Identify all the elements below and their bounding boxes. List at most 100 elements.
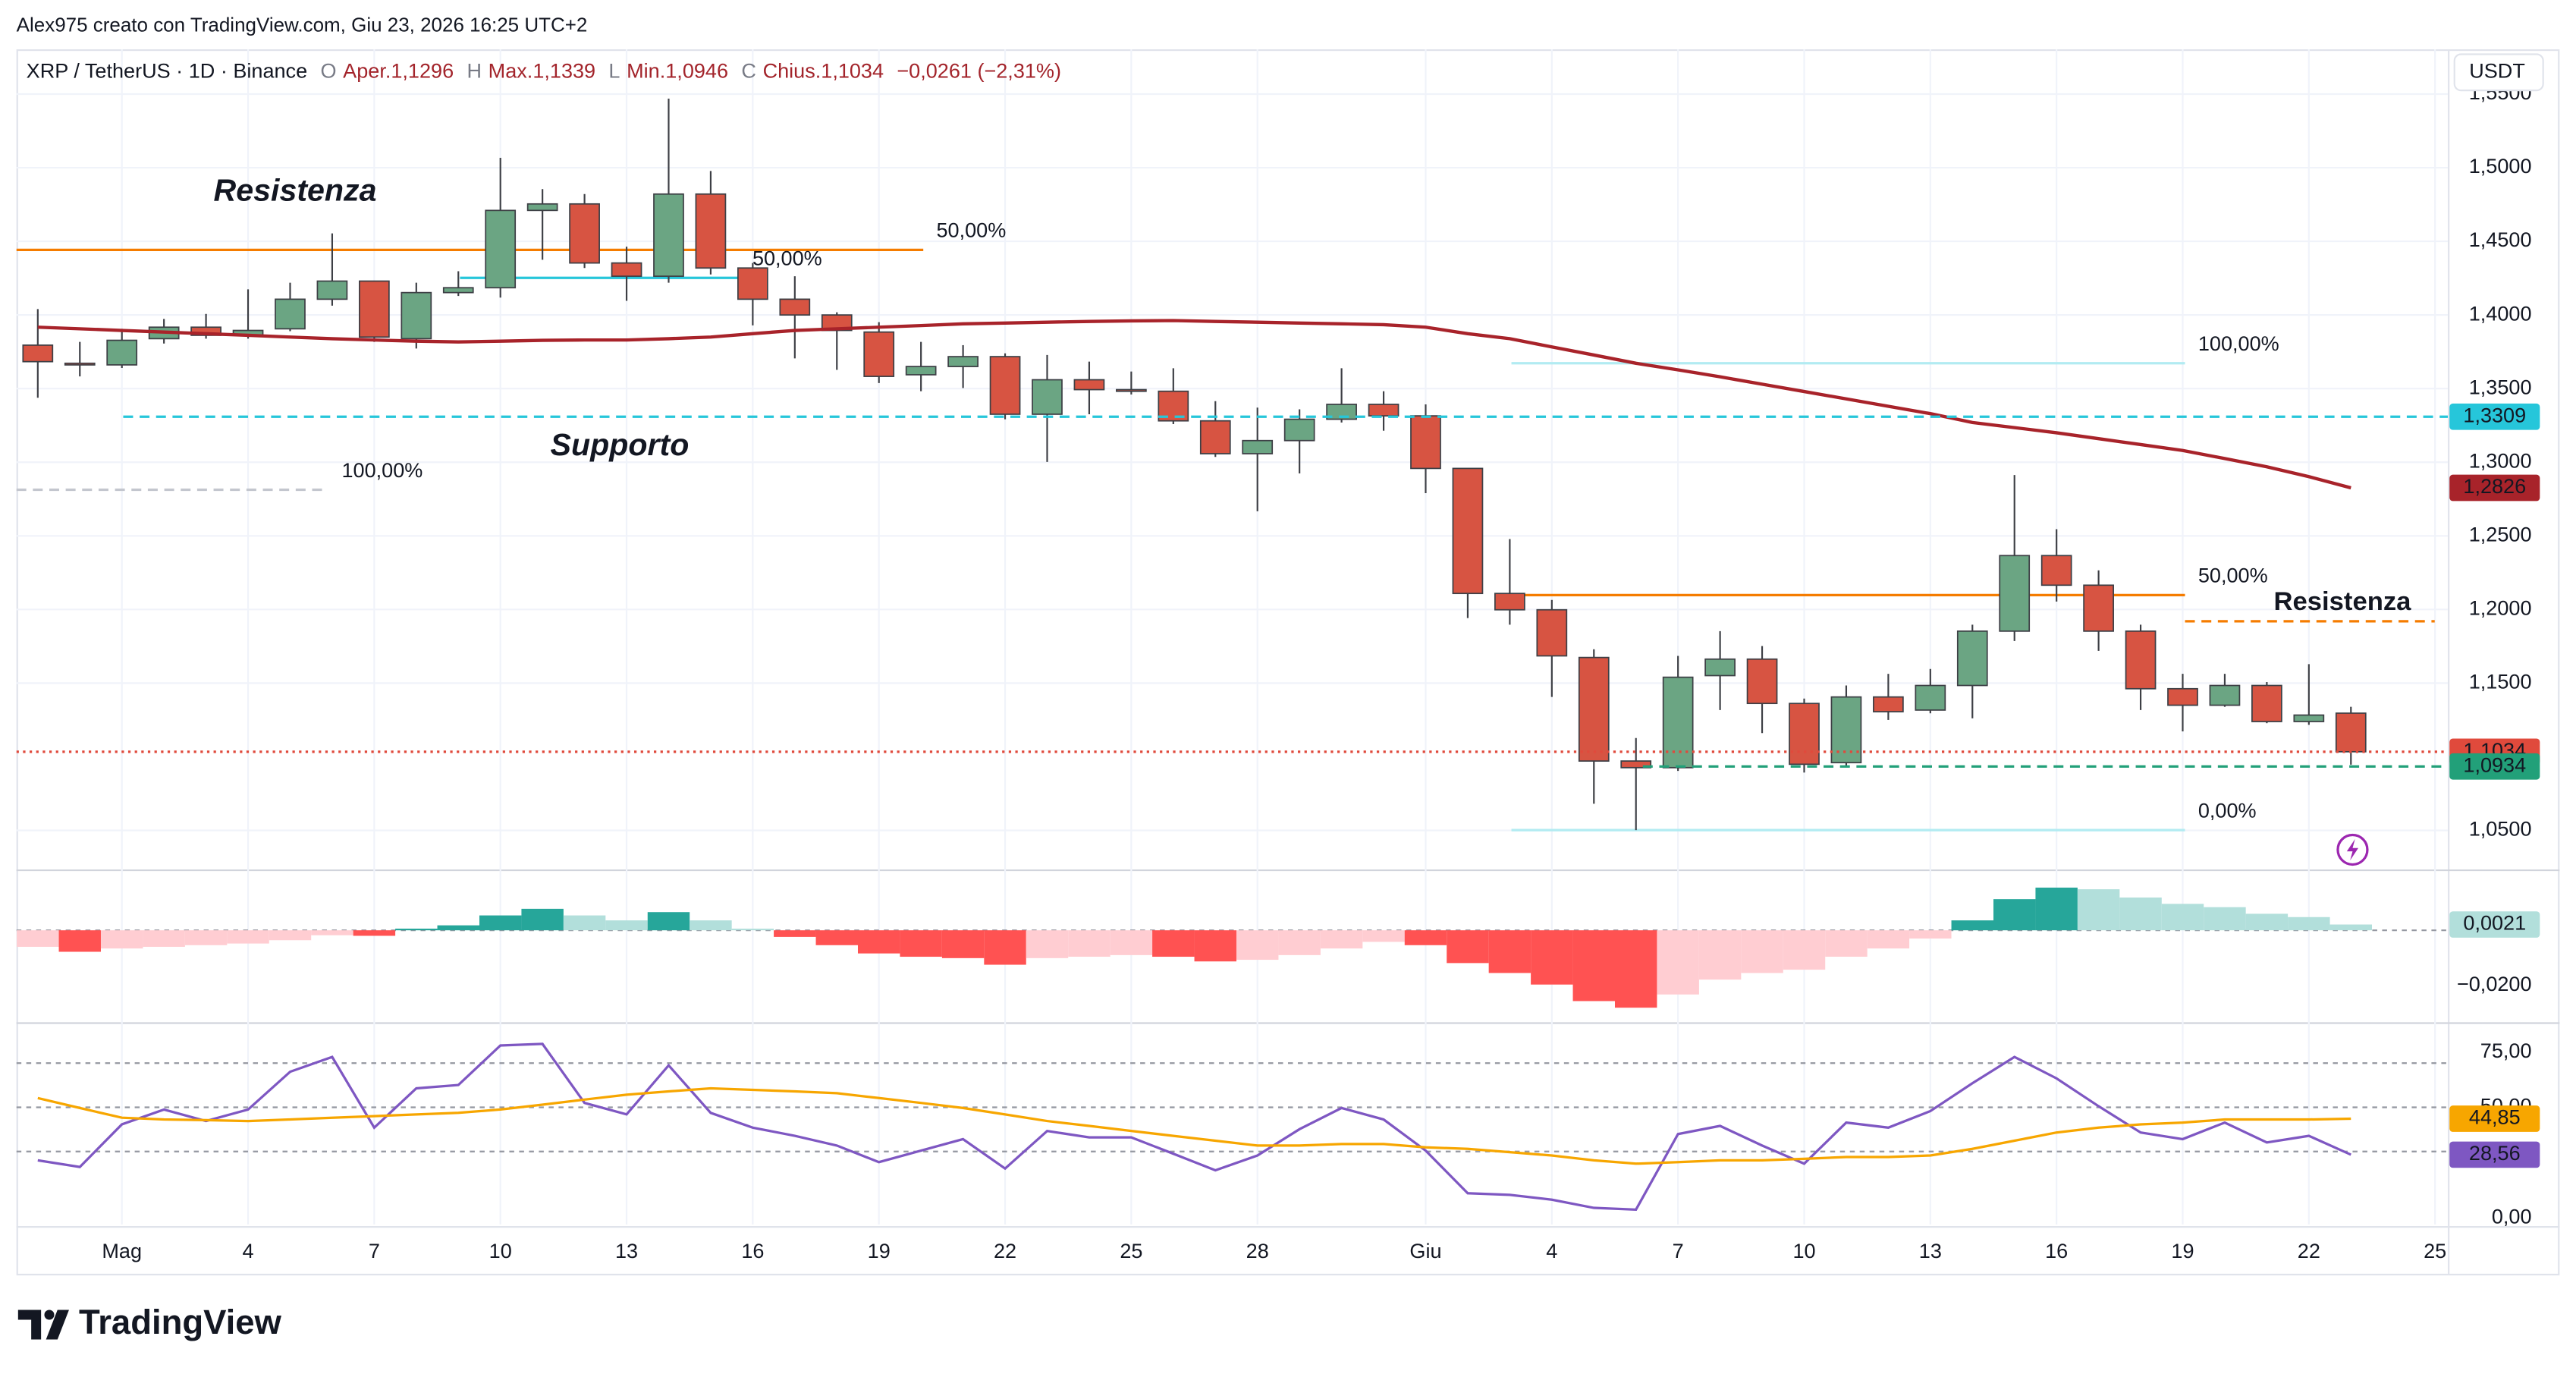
price-mark-label: 28,56	[2469, 1141, 2521, 1165]
candle-body	[22, 344, 54, 363]
logo-mark	[44, 1310, 55, 1320]
histogram-bar	[437, 925, 479, 931]
candle-body	[1032, 379, 1063, 415]
annotation: Resistenza	[214, 172, 377, 207]
histogram-bar	[100, 930, 143, 949]
brand-logo	[17, 1310, 69, 1340]
x-tick-label: 13	[615, 1239, 638, 1262]
legend-value: Aper.1,1296	[343, 58, 454, 82]
histogram-bar	[815, 930, 858, 945]
legend-value: Max.1,1339	[488, 58, 595, 82]
candle-body	[526, 203, 558, 212]
candle-body	[275, 298, 306, 330]
y-tick-label: 1,4500	[2469, 228, 2532, 251]
legend-value: Chius.1,1034	[763, 58, 884, 82]
candle-body	[653, 193, 684, 277]
fib-label: 0,00%	[2198, 798, 2257, 822]
x-tick-label: Mag	[102, 1239, 142, 1262]
histogram-bar	[1993, 899, 2036, 931]
alert-icon[interactable]	[2336, 833, 2369, 866]
histogram-bar	[1320, 930, 1363, 949]
candle-body	[485, 209, 517, 289]
candle-body	[989, 356, 1021, 415]
histogram-bar	[1278, 930, 1321, 955]
candle-body	[359, 280, 390, 338]
candle-body	[947, 356, 979, 367]
y-tick-label: 1,4000	[2469, 301, 2532, 325]
grid-layer	[16, 49, 2449, 1225]
fib-label: 50,00%	[2198, 564, 2268, 587]
histogram-bar	[2161, 904, 2204, 931]
fib-label: 50,00%	[937, 219, 1007, 242]
histogram-bar	[2329, 924, 2373, 931]
fib-label: 100,00%	[341, 458, 423, 482]
y-tick-label: 1,3500	[2469, 375, 2532, 398]
histogram-bar	[984, 930, 1026, 965]
histogram-bar	[1194, 930, 1236, 962]
price-mark-label: 1,0934	[2463, 753, 2526, 776]
histogram-bar	[2119, 897, 2162, 931]
candle-body	[1116, 388, 1147, 392]
x-tick-label: 13	[1919, 1239, 1942, 1262]
annotation: Resistenza	[2273, 587, 2411, 616]
histogram-bar	[184, 930, 228, 945]
histogram-bar	[479, 915, 522, 931]
x-tick-label: 16	[2045, 1239, 2068, 1262]
candle-body	[569, 203, 600, 264]
candle-body	[1368, 404, 1400, 417]
histogram-bar	[731, 928, 774, 931]
candle-body	[1410, 415, 1441, 470]
candle-body	[1704, 658, 1736, 677]
x-tick-label: 22	[994, 1239, 1016, 1262]
histogram-bar	[1951, 920, 1994, 931]
alert-bolt	[2346, 838, 2359, 861]
y-tick-label: 1,5000	[2469, 154, 2532, 178]
currency-box[interactable]	[2453, 53, 2544, 92]
logo-mark	[46, 1310, 69, 1340]
fib-label: 50,00%	[752, 247, 822, 270]
x-tick-label: Giu	[1409, 1239, 1441, 1262]
x-tick-label: 25	[2424, 1239, 2446, 1262]
candle-body	[2251, 684, 2282, 722]
legend-key: H	[467, 58, 482, 82]
logo-mark	[17, 1310, 42, 1340]
y-tick-label: 1,1500	[2469, 670, 2532, 693]
histogram-bar	[1867, 930, 1910, 949]
histogram-bar	[227, 930, 269, 944]
x-tick-label: 16	[741, 1239, 764, 1262]
histogram-bar	[1698, 930, 1742, 980]
price-pane: 50,00% 50,00% 100,00% 100,00% 50,00% 0,00% Res…	[16, 99, 2449, 832]
currency-label[interactable]: USDT	[2469, 58, 2525, 82]
histogram-bar	[17, 930, 59, 947]
price-mark-box	[2449, 403, 2540, 430]
candle-body	[863, 331, 895, 377]
candle-body	[1662, 676, 1694, 769]
candle-body	[2125, 630, 2157, 690]
x-tick-label: 19	[868, 1239, 891, 1262]
histogram-bar	[143, 930, 185, 947]
candle-body	[1199, 420, 1231, 454]
candle-body	[1073, 379, 1105, 391]
candle-body	[1620, 760, 1652, 769]
histogram-bar	[1825, 930, 1868, 957]
candle-body	[1999, 555, 2031, 632]
histogram-bar	[1404, 930, 1447, 945]
histogram-bar	[1362, 930, 1405, 942]
legend-change: −0,0261 (−2,31%)	[897, 58, 1061, 82]
symbol-legend: XRP / TetherUS · 1D · Binance O Aper.1,129…	[27, 58, 1061, 82]
candle-body	[1326, 404, 1357, 420]
candle-body	[779, 298, 811, 316]
histogram-bar	[1110, 930, 1153, 955]
candle-body	[1789, 703, 1820, 766]
candle-body	[2167, 687, 2198, 706]
brand-name: TradingView	[79, 1303, 282, 1341]
histogram-bar	[1572, 930, 1615, 1001]
price-mark-box	[2449, 753, 2540, 780]
y-tick-label: 0,00	[2492, 1204, 2532, 1228]
x-tick-label: 4	[1546, 1239, 1557, 1262]
author-line: Alex975 creato con TradingView.com, Giu …	[17, 14, 588, 36]
candle-body	[905, 366, 937, 376]
y-tick-label: 1,2000	[2469, 596, 2532, 619]
histogram-bar	[1152, 930, 1195, 957]
candle-body	[1578, 656, 1610, 762]
